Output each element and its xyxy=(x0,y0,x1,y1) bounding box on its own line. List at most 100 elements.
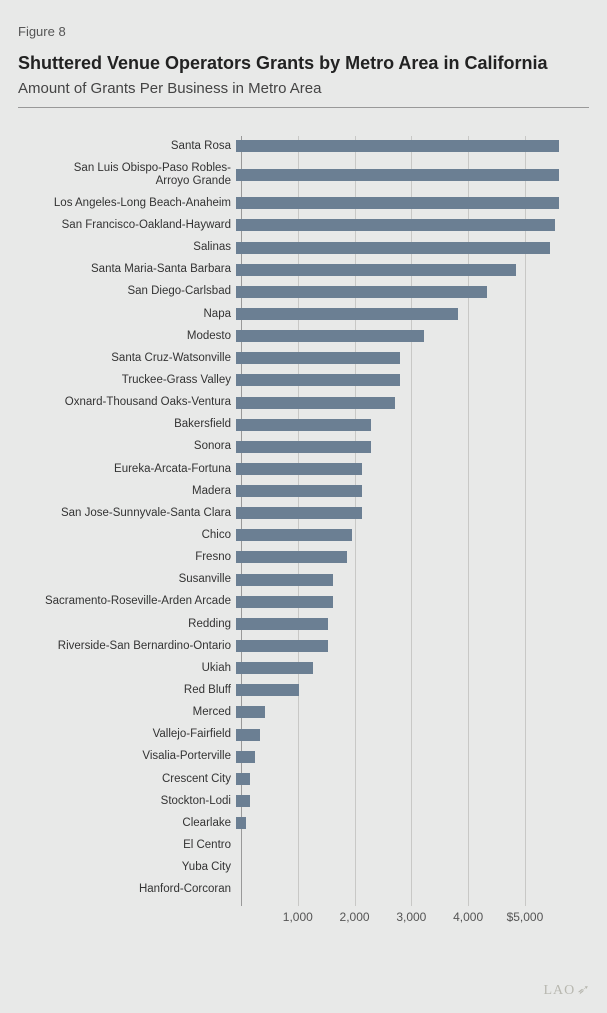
bar-row: Bakersfield xyxy=(18,418,559,431)
bar xyxy=(236,169,559,181)
bar-row: Santa Cruz-Watsonville xyxy=(18,352,559,365)
bar-row: Sacramento-Roseville-Arden Arcade xyxy=(18,595,559,608)
category-label: Clearlake xyxy=(18,817,236,830)
bar xyxy=(236,817,246,829)
bar-row: Ukiah xyxy=(18,662,559,675)
bar-row: Hanford-Corcoran xyxy=(18,883,559,896)
bar-row: Napa xyxy=(18,308,559,321)
bar-row: Modesto xyxy=(18,330,559,343)
category-label: Los Angeles-Long Beach-Anaheim xyxy=(18,197,236,210)
bar xyxy=(236,397,395,409)
category-label: Fresno xyxy=(18,551,236,564)
category-label: Redding xyxy=(18,618,236,631)
bar xyxy=(236,795,250,807)
bar xyxy=(236,419,371,431)
bar xyxy=(236,330,424,342)
bar-row: Crescent City xyxy=(18,773,559,786)
x-tick-label: 3,000 xyxy=(396,910,426,924)
bar-chart: Santa Rosa San Luis Obispo-Paso Robles-Ar… xyxy=(18,136,589,931)
lao-logo: LAO➶ xyxy=(543,982,589,999)
bar-row: Vallejo-Fairfield xyxy=(18,728,559,741)
bar-rows: Santa Rosa San Luis Obispo-Paso Robles-Ar… xyxy=(18,140,559,896)
bar xyxy=(236,264,516,276)
category-label: Chico xyxy=(18,529,236,542)
bar xyxy=(236,640,328,652)
category-label: San Francisco-Oakland-Hayward xyxy=(18,219,236,232)
category-label: San Diego-Carlsbad xyxy=(18,285,236,298)
x-tick-label: 1,000 xyxy=(283,910,313,924)
category-label: San Luis Obispo-Paso Robles-Arroyo Grand… xyxy=(18,162,236,187)
bar xyxy=(236,529,352,541)
divider xyxy=(18,107,589,108)
bar-row: Clearlake xyxy=(18,817,559,830)
category-label: Oxnard-Thousand Oaks-Ventura xyxy=(18,396,236,409)
bar xyxy=(236,773,250,785)
bar-row: Riverside-San Bernardino-Ontario xyxy=(18,640,559,653)
bar-row: San Jose-Sunnyvale-Santa Clara xyxy=(18,507,559,520)
category-label: Riverside-San Bernardino-Ontario xyxy=(18,640,236,653)
category-label: Eureka-Arcata-Fortuna xyxy=(18,463,236,476)
category-label: Vallejo-Fairfield xyxy=(18,728,236,741)
category-label: Stockton-Lodi xyxy=(18,795,236,808)
bar-row: San Diego-Carlsbad xyxy=(18,285,559,298)
chart-subtitle: Amount of Grants Per Business in Metro A… xyxy=(18,80,589,97)
bar-row: Yuba City xyxy=(18,861,559,874)
bar-row: Sonora xyxy=(18,440,559,453)
bar-row: El Centro xyxy=(18,839,559,852)
bar xyxy=(236,308,458,320)
category-label: Sacramento-Roseville-Arden Arcade xyxy=(18,595,236,608)
category-label: Modesto xyxy=(18,330,236,343)
bar-row: Oxnard-Thousand Oaks-Ventura xyxy=(18,396,559,409)
bar xyxy=(236,242,550,254)
category-label: Truckee-Grass Valley xyxy=(18,374,236,387)
bar-row: Truckee-Grass Valley xyxy=(18,374,559,387)
x-axis-ticks: 1,000 2,000 3,000 4,000 $5,000 xyxy=(241,906,559,931)
category-label: San Jose-Sunnyvale-Santa Clara xyxy=(18,507,236,520)
bar xyxy=(236,219,555,231)
bar-row: San Luis Obispo-Paso Robles-Arroyo Grand… xyxy=(18,162,559,187)
bar-row: Visalia-Porterville xyxy=(18,750,559,763)
category-label: Salinas xyxy=(18,241,236,254)
x-tick-label: $5,000 xyxy=(507,910,544,924)
bar xyxy=(236,441,371,453)
bar xyxy=(236,507,362,519)
bar-row: Santa Maria-Santa Barbara xyxy=(18,263,559,276)
x-tick-label: 2,000 xyxy=(340,910,370,924)
bar xyxy=(236,485,362,497)
bar xyxy=(236,662,313,674)
category-label: Sonora xyxy=(18,440,236,453)
bar-row: Fresno xyxy=(18,551,559,564)
bar-row: Santa Rosa xyxy=(18,140,559,153)
figure-label: Figure 8 xyxy=(18,24,589,39)
bar xyxy=(236,463,362,475)
bar-row: Chico xyxy=(18,529,559,542)
bar xyxy=(236,352,400,364)
category-label: Susanville xyxy=(18,573,236,586)
category-label: Hanford-Corcoran xyxy=(18,883,236,896)
category-label: Santa Maria-Santa Barbara xyxy=(18,263,236,276)
plot-area: Santa RosaSan Luis Obispo-Paso Robles-Ar… xyxy=(241,136,559,931)
bar-row: Salinas xyxy=(18,241,559,254)
chart-title: Shuttered Venue Operators Grants by Metr… xyxy=(18,53,589,74)
bar xyxy=(236,729,260,741)
category-label: El Centro xyxy=(18,839,236,852)
bar-row: Susanville xyxy=(18,573,559,586)
bar-row: Eureka-Arcata-Fortuna xyxy=(18,463,559,476)
bar xyxy=(236,197,559,209)
x-tick-label: 4,000 xyxy=(453,910,483,924)
bar-row: Madera xyxy=(18,485,559,498)
category-label: Napa xyxy=(18,308,236,321)
bar xyxy=(236,140,559,152)
bar xyxy=(236,551,347,563)
bar-row: Merced xyxy=(18,706,559,719)
bar xyxy=(236,286,487,298)
category-label: Santa Cruz-Watsonville xyxy=(18,352,236,365)
category-label: Santa Rosa xyxy=(18,140,236,153)
bar-row: Redding xyxy=(18,618,559,631)
category-label: Ukiah xyxy=(18,662,236,675)
bar xyxy=(236,706,265,718)
category-label: Merced xyxy=(18,706,236,719)
category-label: Yuba City xyxy=(18,861,236,874)
bar xyxy=(236,618,328,630)
category-label: Crescent City xyxy=(18,773,236,786)
